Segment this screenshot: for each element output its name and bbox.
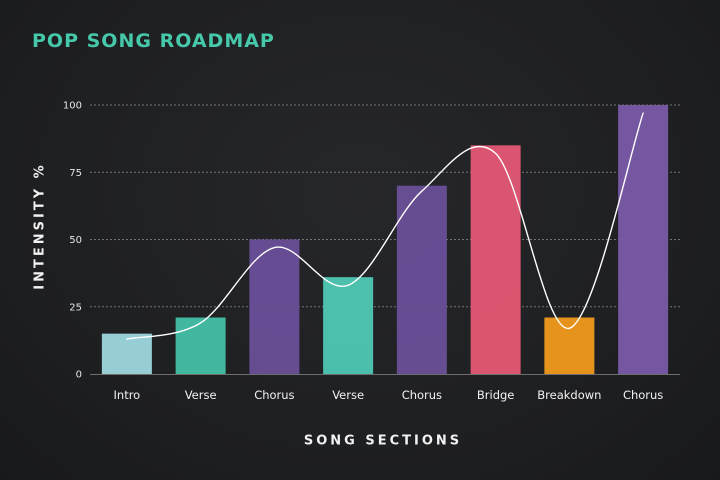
x-axis-label: SONG SECTIONS <box>303 433 463 449</box>
y-tick-label-25: 25 <box>69 302 82 313</box>
intensity-trend-line <box>126 112 644 340</box>
bar-5 <box>396 185 447 374</box>
x-tick-label-3: Chorus <box>254 388 294 402</box>
y-tick-label-100: 100 <box>63 101 82 112</box>
y-tick-label-0: 0 <box>76 370 82 381</box>
bar-7 <box>544 317 595 374</box>
x-tick-label-7: Breakdown <box>537 388 601 402</box>
chart-title: POP SONG ROADMAP <box>32 30 275 52</box>
y-tick-label-75: 75 <box>69 168 82 179</box>
x-tick-label-2: Verse <box>185 388 217 402</box>
bar-6 <box>470 145 521 374</box>
x-tick-label-5: Chorus <box>402 388 442 402</box>
bar-3 <box>249 239 300 374</box>
x-tick-label-1: Intro <box>114 388 141 402</box>
x-tick-label-4: Verse <box>332 388 364 402</box>
bar-1 <box>101 333 152 374</box>
x-tick-label-6: Bridge <box>477 388 515 402</box>
bar-4 <box>323 277 374 374</box>
x-tick-label-8: Chorus <box>623 388 663 402</box>
bar-2 <box>175 317 226 374</box>
bar-8 <box>618 105 669 374</box>
y-tick-label-50: 50 <box>69 235 82 246</box>
